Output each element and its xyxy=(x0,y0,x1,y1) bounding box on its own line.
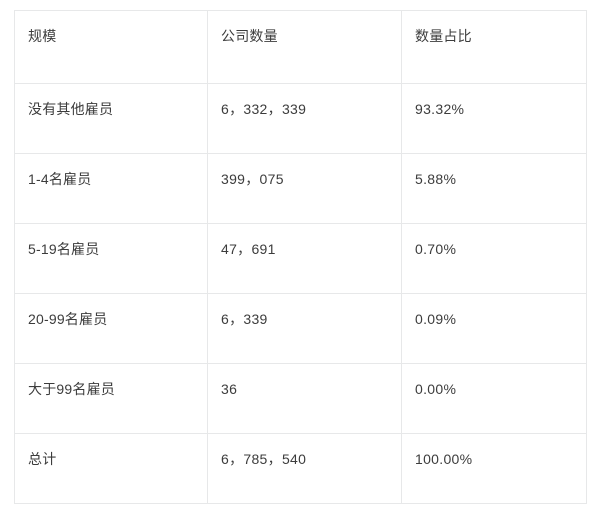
company-size-table: 规模 公司数量 数量占比 没有其他雇员 6，332，339 xyxy=(14,10,587,504)
cell-count-text: 47，691 xyxy=(221,241,276,257)
cell-share: 0.00% xyxy=(401,363,587,434)
cell-share: 0.09% xyxy=(401,293,587,364)
cell-share: 93.32% xyxy=(401,83,587,154)
cell-count-text: 6，339 xyxy=(221,311,268,327)
cell-scale-text: 大于99名雇员 xyxy=(28,381,115,397)
table-header: 规模 公司数量 数量占比 xyxy=(14,10,587,84)
table-body: 没有其他雇员 6，332，339 93.32% 1-4名雇员 399，075 xyxy=(14,83,587,504)
cell-count: 6，332，339 xyxy=(207,83,402,154)
column-header-scale: 规模 xyxy=(14,10,208,84)
cell-share: 0.70% xyxy=(401,223,587,294)
column-header-count-label: 公司数量 xyxy=(221,28,278,44)
cell-share-text: 0.70% xyxy=(415,241,457,257)
cell-scale: 没有其他雇员 xyxy=(14,83,208,154)
table-row: 20-99名雇员 6，339 0.09% xyxy=(14,293,587,364)
column-header-share-label: 数量占比 xyxy=(415,28,472,44)
header-row: 规模 公司数量 数量占比 xyxy=(14,10,587,84)
cell-share-text: 100.00% xyxy=(415,451,473,467)
table-container: 规模 公司数量 数量占比 没有其他雇员 6，332，339 xyxy=(14,10,587,504)
cell-scale: 5-19名雇员 xyxy=(14,223,208,294)
cell-scale: 总计 xyxy=(14,433,208,504)
cell-scale-text: 20-99名雇员 xyxy=(28,311,108,327)
cell-scale: 20-99名雇员 xyxy=(14,293,208,364)
column-header-count: 公司数量 xyxy=(207,10,402,84)
table-row: 没有其他雇员 6，332，339 93.32% xyxy=(14,83,587,154)
cell-scale-text: 总计 xyxy=(28,451,57,467)
cell-count: 6，339 xyxy=(207,293,402,364)
cell-count-text: 6，332，339 xyxy=(221,101,307,117)
cell-scale: 大于99名雇员 xyxy=(14,363,208,434)
cell-count: 47，691 xyxy=(207,223,402,294)
cell-count: 399，075 xyxy=(207,153,402,224)
cell-share-text: 0.00% xyxy=(415,381,457,397)
cell-share: 100.00% xyxy=(401,433,587,504)
cell-count: 36 xyxy=(207,363,402,434)
cell-count-text: 36 xyxy=(221,381,238,397)
table-row: 1-4名雇员 399，075 5.88% xyxy=(14,153,587,224)
cell-count-text: 399，075 xyxy=(221,171,284,187)
table-row: 5-19名雇员 47，691 0.70% xyxy=(14,223,587,294)
column-header-share: 数量占比 xyxy=(401,10,587,84)
cell-scale-text: 5-19名雇员 xyxy=(28,241,100,257)
cell-scale-text: 没有其他雇员 xyxy=(28,101,114,117)
table-row: 大于99名雇员 36 0.00% xyxy=(14,363,587,434)
column-header-scale-label: 规模 xyxy=(28,28,57,44)
cell-share-text: 5.88% xyxy=(415,171,457,187)
table-row-total: 总计 6，785，540 100.00% xyxy=(14,433,587,504)
cell-share-text: 93.32% xyxy=(415,101,465,117)
cell-count-text: 6，785，540 xyxy=(221,451,307,467)
cell-scale-text: 1-4名雇员 xyxy=(28,171,92,187)
cell-count: 6，785，540 xyxy=(207,433,402,504)
cell-share-text: 0.09% xyxy=(415,311,457,327)
cell-share: 5.88% xyxy=(401,153,587,224)
cell-scale: 1-4名雇员 xyxy=(14,153,208,224)
